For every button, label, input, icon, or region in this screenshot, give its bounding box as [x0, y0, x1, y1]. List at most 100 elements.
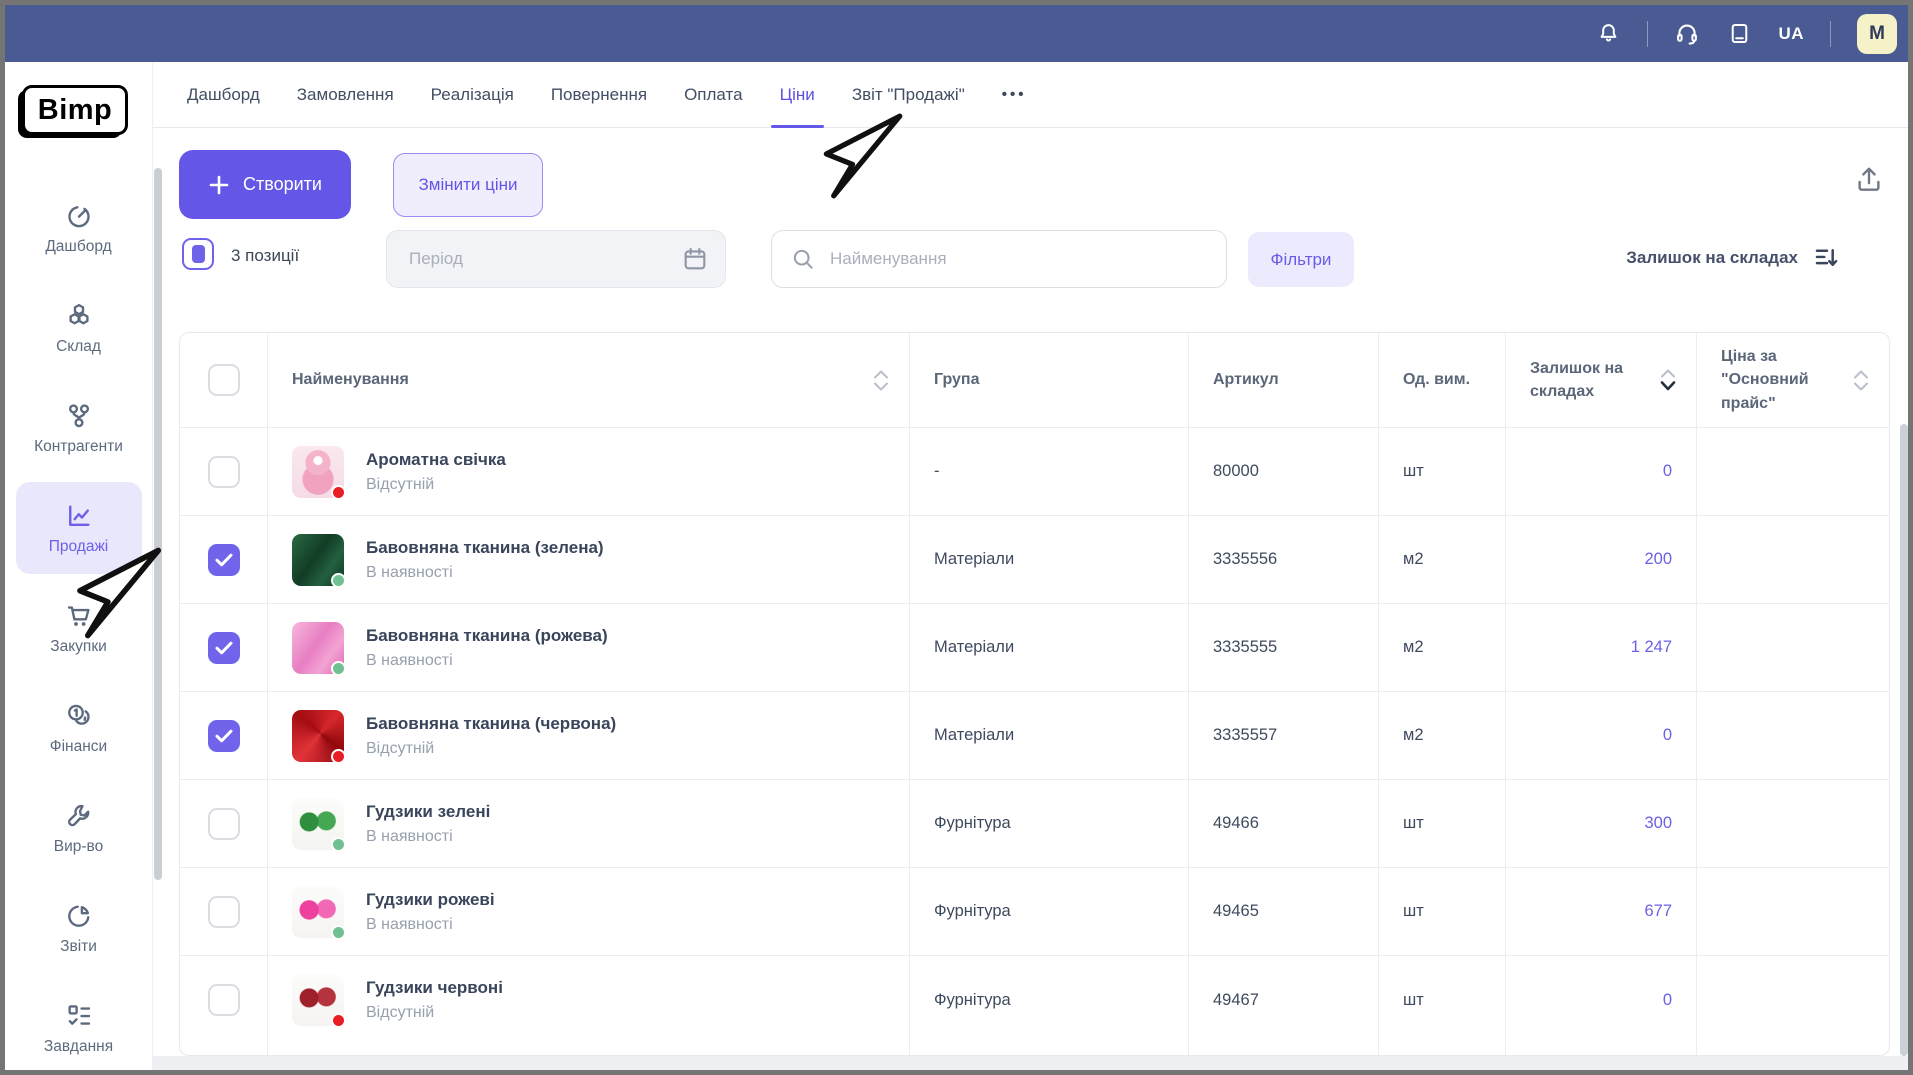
- content-scrollbar[interactable]: [154, 168, 162, 880]
- sidebar-item-reports[interactable]: Звіти: [16, 882, 142, 974]
- group-cell: Фурнітура: [910, 780, 1189, 867]
- column-header-sku[interactable]: Артикул: [1189, 333, 1379, 427]
- product-image: [292, 533, 346, 588]
- stock-value[interactable]: 200: [1644, 550, 1672, 568]
- tab-orders[interactable]: Замовлення: [296, 84, 394, 104]
- bottom-strip: [153, 1056, 1908, 1070]
- column-header-unit[interactable]: Од. вим.: [1379, 333, 1506, 427]
- tab-prices[interactable]: Ціни: [770, 62, 825, 128]
- stock-value[interactable]: 300: [1644, 814, 1672, 832]
- product-name: Гудзики рожеві: [366, 889, 495, 909]
- product-image: [292, 974, 346, 1028]
- product-cell[interactable]: Ароматна свічка Відсутній: [268, 428, 910, 515]
- tab-sales-report[interactable]: Звіт "Продажі": [851, 84, 965, 104]
- row-checkbox[interactable]: [207, 895, 240, 928]
- row-checkbox[interactable]: [207, 455, 240, 488]
- product-name: Гудзики червоні: [366, 978, 503, 997]
- select-all-checkbox[interactable]: [182, 238, 214, 270]
- row-checkbox[interactable]: [207, 631, 240, 664]
- change-prices-button[interactable]: Змінити ціни: [393, 153, 543, 217]
- column-header-name[interactable]: Найменування: [268, 333, 910, 427]
- partial-next-row: [180, 1044, 1889, 1055]
- row-checkbox[interactable]: [207, 719, 240, 752]
- product-cell[interactable]: Гудзики червоні Відсутній: [268, 956, 910, 1044]
- product-status: Відсутній: [366, 1004, 435, 1021]
- bimp-logo[interactable]: Bimp: [22, 85, 128, 135]
- product-image: [292, 445, 346, 500]
- tab-payment[interactable]: Оплата: [684, 84, 743, 104]
- headset-icon[interactable]: [1674, 21, 1700, 47]
- header-checkbox[interactable]: [207, 364, 240, 396]
- export-icon[interactable]: [1848, 157, 1890, 203]
- sidebar-item-production[interactable]: Вир-во: [16, 782, 142, 874]
- product-cell[interactable]: Гудзики зелені В наявності: [268, 780, 910, 867]
- sort-chevrons-icon: [1660, 369, 1676, 391]
- wrench-icon: [64, 801, 94, 831]
- table-row: Бавовняна тканина (рожева) В наявності М…: [180, 604, 1889, 692]
- row-checkbox[interactable]: [207, 984, 240, 1016]
- sidebar-item-tasks[interactable]: Завдання: [16, 982, 142, 1070]
- sidebar-item-purchases[interactable]: Закупки: [16, 582, 142, 674]
- product-cell[interactable]: Гудзики рожеві В наявності: [268, 868, 910, 955]
- language-switcher[interactable]: UA: [1778, 23, 1804, 43]
- main-content: Дашборд Замовлення Реалізація Повернення…: [152, 62, 1908, 1070]
- table-scrollbar[interactable]: [1900, 424, 1908, 1056]
- column-header-stock[interactable]: Залишок на складах: [1506, 333, 1697, 427]
- book-icon[interactable]: [1726, 21, 1752, 47]
- user-avatar[interactable]: M: [1857, 13, 1897, 54]
- sku-cell: 49466: [1189, 780, 1379, 867]
- product-status: Відсутній: [366, 475, 435, 493]
- bell-icon[interactable]: [1595, 21, 1621, 47]
- filters-button[interactable]: Фільтри: [1248, 232, 1354, 287]
- stock-status-dot: [331, 660, 346, 676]
- product-status: В наявності: [366, 827, 453, 845]
- sidebar-item-dashboard[interactable]: Дашборд: [16, 182, 142, 274]
- row-checkbox[interactable]: [207, 807, 240, 840]
- product-cell[interactable]: Бавовняна тканина (рожева) В наявності: [268, 604, 910, 691]
- column-header-price[interactable]: Ціна за "Основний прайс": [1697, 333, 1889, 427]
- stock-sort-label: Залишок на складах: [1626, 247, 1798, 267]
- table-row: Бавовняна тканина (червона) Відсутній Ма…: [180, 692, 1889, 780]
- unit-cell: м2: [1379, 516, 1506, 603]
- product-image: [292, 797, 346, 852]
- group-cell: Матеріали: [910, 692, 1189, 779]
- product-status: В наявності: [366, 563, 453, 581]
- filter-bar: 3 позиції Фільтри Залишок на складах: [153, 228, 1908, 304]
- search-input[interactable]: [828, 248, 1210, 270]
- unit-cell: шт: [1379, 868, 1506, 955]
- tabs-more-icon[interactable]: •••: [1001, 86, 1027, 103]
- period-input[interactable]: [407, 248, 671, 270]
- stock-status-dot: [331, 924, 346, 940]
- sidebar-item-finance[interactable]: Фінанси: [16, 682, 142, 774]
- sidebar-item-label: Дашборд: [45, 237, 112, 255]
- product-cell[interactable]: Бавовняна тканина (червона) Відсутній: [268, 692, 910, 779]
- row-checkbox[interactable]: [207, 543, 240, 576]
- sidebar-item-label: Закупки: [50, 637, 107, 655]
- calendar-icon: [684, 248, 706, 270]
- sidebar-item-sales[interactable]: Продажі: [15, 482, 142, 574]
- tab-realization[interactable]: Реалізація: [430, 84, 514, 104]
- sidebar-item-contractors[interactable]: Контрагенти: [16, 382, 142, 474]
- stock-value[interactable]: 677: [1644, 902, 1672, 920]
- product-name: Гудзики зелені: [366, 801, 491, 821]
- stock-sort-control[interactable]: Залишок на складах: [1626, 244, 1840, 271]
- group-cell: Фурнітура: [910, 868, 1189, 955]
- table-row: Ароматна свічка Відсутній - 80000 шт 0: [180, 428, 1889, 516]
- tab-returns[interactable]: Повернення: [550, 84, 648, 104]
- create-button[interactable]: Створити: [179, 150, 351, 219]
- product-image: [292, 621, 346, 676]
- product-name: Бавовняна тканина (червона): [366, 713, 617, 733]
- stock-value[interactable]: 0: [1662, 726, 1672, 744]
- column-header-group[interactable]: Група: [910, 333, 1189, 427]
- tab-dashboard[interactable]: Дашборд: [187, 84, 260, 104]
- stock-value[interactable]: 0: [1662, 462, 1672, 480]
- product-cell[interactable]: Бавовняна тканина (зелена) В наявності: [268, 516, 910, 603]
- group-cell: -: [910, 428, 1189, 515]
- network-icon: [64, 401, 94, 431]
- price-cell: [1697, 428, 1889, 515]
- sidebar-item-warehouse[interactable]: Склад: [16, 282, 142, 374]
- stock-value[interactable]: 0: [1662, 990, 1672, 1009]
- stock-value[interactable]: 1 247: [1630, 638, 1672, 656]
- sort-descending-icon: [1815, 248, 1838, 267]
